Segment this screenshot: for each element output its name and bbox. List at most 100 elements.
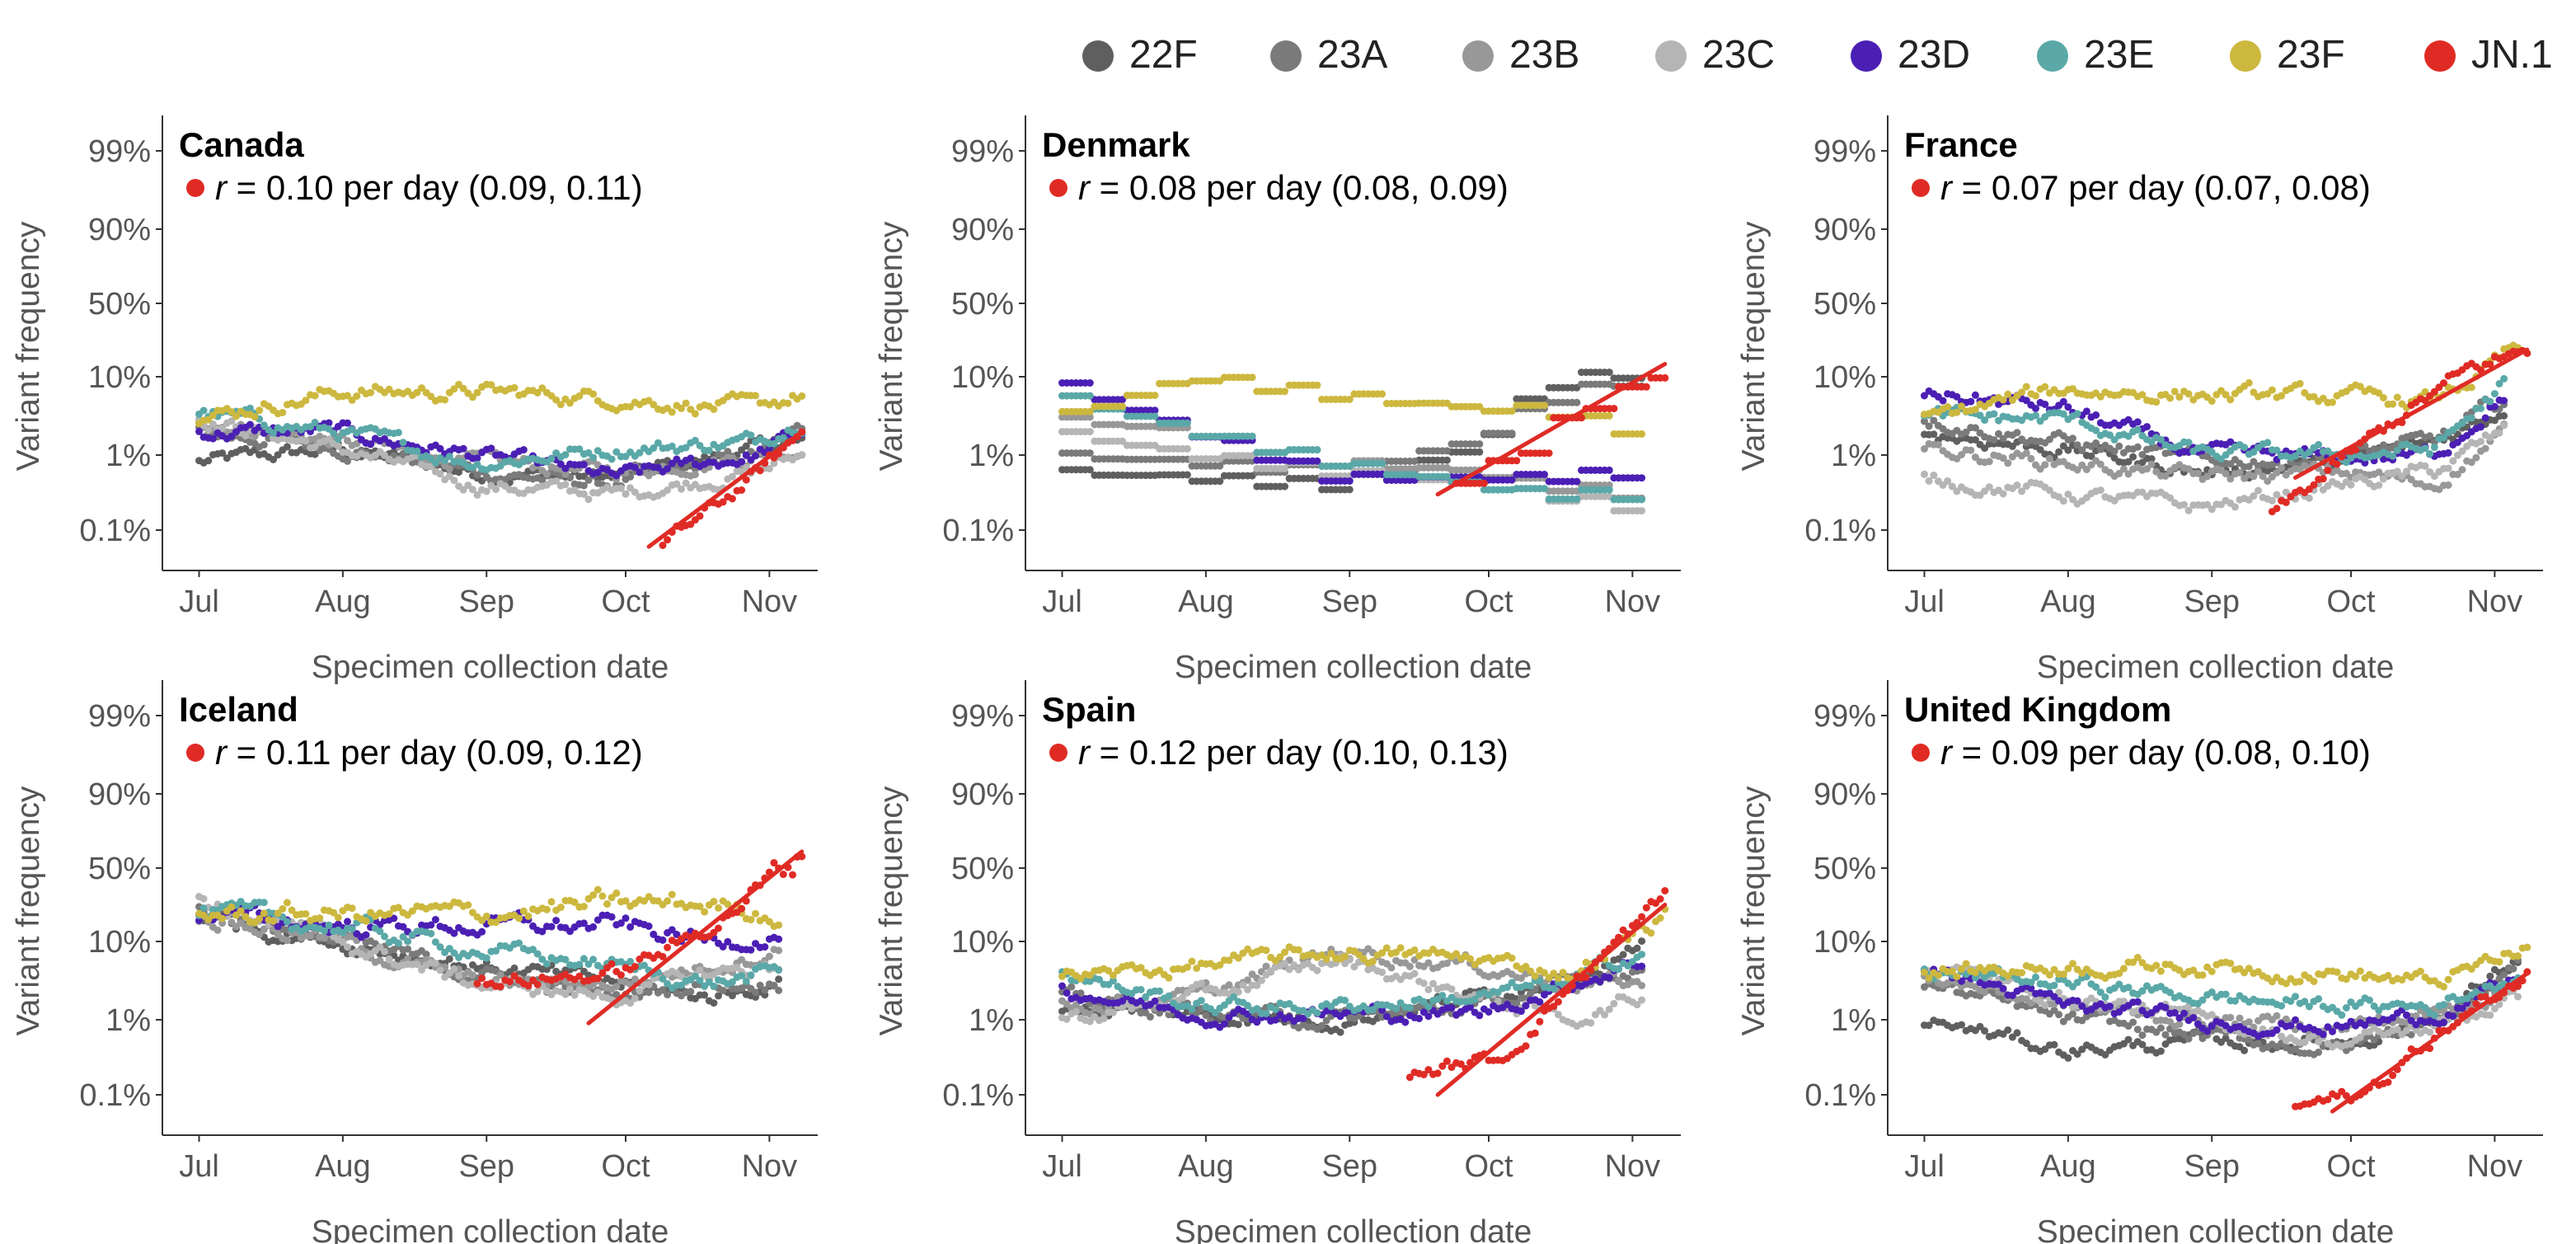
data-point bbox=[325, 419, 333, 427]
data-point bbox=[316, 914, 324, 922]
data-point bbox=[1638, 982, 1646, 989]
data-point bbox=[2273, 446, 2281, 454]
data-point bbox=[2333, 460, 2341, 468]
data-point bbox=[270, 429, 277, 437]
growth-rate-symbol: r bbox=[1078, 733, 1091, 772]
x-axis-label: Specimen collection date bbox=[1175, 1214, 1532, 1244]
data-point bbox=[575, 960, 584, 969]
legend-marker bbox=[1851, 40, 1882, 72]
data-point bbox=[659, 986, 667, 994]
panel-france: 0.1%1%10%50%90%99%Jul Aug Sep Oct NovSpecime… bbox=[1736, 115, 2543, 685]
data-point bbox=[2259, 472, 2267, 481]
data-point bbox=[2092, 439, 2100, 447]
y-tick-label: 90% bbox=[88, 777, 151, 812]
data-point bbox=[570, 898, 579, 906]
data-point bbox=[1452, 950, 1461, 958]
data-point bbox=[617, 484, 625, 492]
data-point bbox=[1410, 946, 1419, 954]
data-point bbox=[1921, 470, 1928, 478]
data-point bbox=[1995, 430, 2002, 438]
data-point bbox=[775, 935, 783, 943]
data-point bbox=[579, 481, 588, 490]
data-point bbox=[1985, 483, 1993, 491]
data-point bbox=[1981, 416, 1989, 425]
data-point bbox=[631, 994, 639, 1002]
data-point bbox=[617, 919, 625, 927]
data-point bbox=[209, 434, 217, 443]
data-point bbox=[399, 922, 407, 931]
data-point bbox=[1313, 1009, 1321, 1017]
legend-marker bbox=[1082, 40, 1114, 72]
y-tick-label: 0.1% bbox=[79, 514, 151, 548]
data-point bbox=[251, 413, 259, 421]
data-point bbox=[2138, 451, 2147, 458]
data-point bbox=[2096, 392, 2104, 401]
growth-rate-marker bbox=[1049, 744, 1067, 762]
data-point bbox=[1610, 405, 1618, 413]
data-point bbox=[2180, 500, 2188, 509]
data-point bbox=[728, 992, 736, 1000]
data-point bbox=[427, 921, 435, 929]
jn1-fit-line bbox=[2293, 347, 2530, 480]
data-point bbox=[2486, 397, 2494, 406]
data-point bbox=[473, 388, 481, 397]
data-point bbox=[626, 403, 635, 411]
data-point bbox=[2421, 444, 2429, 453]
data-point bbox=[747, 431, 755, 439]
data-point bbox=[738, 972, 746, 979]
data-point bbox=[579, 955, 588, 963]
data-point bbox=[2013, 429, 2021, 437]
x-tick-label: Oct bbox=[2326, 584, 2376, 619]
data-point bbox=[2379, 394, 2387, 401]
data-point bbox=[2250, 458, 2258, 466]
data-point bbox=[2208, 397, 2216, 405]
data-point bbox=[218, 449, 227, 458]
y-tick-label: 90% bbox=[951, 777, 1014, 812]
data-point bbox=[1930, 472, 1938, 479]
growth-rate-value: = 0.10 per day (0.09, 0.11) bbox=[227, 168, 643, 207]
data-point bbox=[2064, 403, 2072, 411]
data-point bbox=[1341, 952, 1349, 960]
series-23c bbox=[1921, 421, 2508, 514]
data-point bbox=[1554, 974, 1562, 983]
data-point bbox=[478, 974, 486, 983]
data-point bbox=[1350, 963, 1358, 971]
data-point bbox=[487, 444, 495, 453]
y-tick-label: 90% bbox=[1814, 213, 1876, 247]
data-point bbox=[344, 419, 351, 427]
data-point bbox=[283, 918, 291, 926]
data-point bbox=[756, 467, 764, 475]
data-point bbox=[556, 401, 565, 409]
data-point bbox=[2073, 441, 2081, 449]
data-point bbox=[622, 897, 630, 905]
data-point bbox=[450, 385, 458, 393]
data-point bbox=[733, 963, 741, 971]
data-point bbox=[1183, 963, 1191, 971]
data-point bbox=[1225, 956, 1233, 965]
data-point bbox=[473, 979, 481, 988]
data-point bbox=[1368, 957, 1377, 965]
data-point bbox=[482, 913, 490, 920]
data-point bbox=[1508, 954, 1516, 962]
data-point bbox=[631, 463, 639, 472]
data-point bbox=[2426, 450, 2434, 458]
data-point bbox=[1605, 411, 1613, 420]
data-point bbox=[1554, 998, 1562, 1006]
panel-spain: 0.1%1%10%50%90%99%Jul Aug Sep Oct NovSpecime… bbox=[874, 680, 1681, 1244]
x-tick-label: Nov bbox=[2467, 1149, 2523, 1184]
growth-rate-symbol: r bbox=[215, 168, 228, 207]
data-point bbox=[1105, 967, 1113, 975]
data-point bbox=[779, 434, 787, 442]
data-point bbox=[1216, 462, 1224, 470]
data-point bbox=[510, 972, 518, 980]
data-point bbox=[2018, 388, 2026, 397]
panel-title: Canada bbox=[179, 125, 304, 164]
data-point bbox=[579, 903, 588, 911]
data-point bbox=[270, 917, 277, 925]
data-point bbox=[1448, 1004, 1456, 1012]
data-point bbox=[279, 409, 287, 416]
data-point bbox=[2393, 446, 2401, 454]
data-point bbox=[659, 542, 667, 549]
data-point bbox=[1063, 1015, 1071, 1023]
data-point bbox=[2477, 404, 2485, 412]
